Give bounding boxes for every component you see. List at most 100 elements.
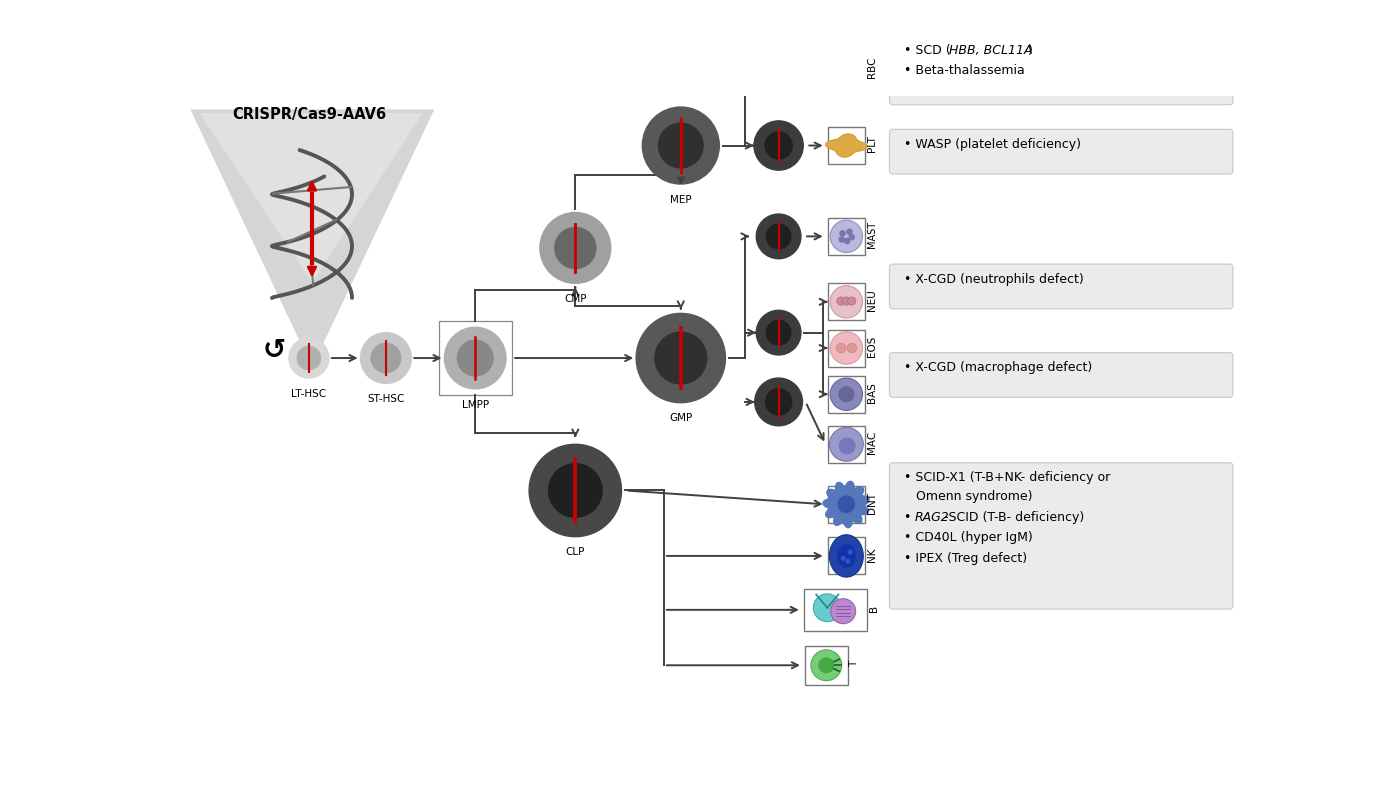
- Text: Omenn syndrome): Omenn syndrome): [904, 491, 1032, 504]
- FancyBboxPatch shape: [828, 127, 865, 164]
- Text: GMP: GMP: [670, 414, 692, 423]
- Text: BAS: BAS: [868, 383, 877, 403]
- Circle shape: [756, 47, 801, 91]
- Circle shape: [839, 438, 855, 455]
- Text: MAST: MAST: [868, 221, 877, 249]
- Circle shape: [457, 340, 493, 376]
- Circle shape: [756, 214, 801, 259]
- Circle shape: [830, 286, 862, 318]
- FancyBboxPatch shape: [828, 330, 865, 367]
- Ellipse shape: [829, 535, 864, 577]
- Circle shape: [841, 557, 846, 560]
- Circle shape: [540, 213, 610, 283]
- Text: T: T: [848, 661, 858, 666]
- Circle shape: [829, 427, 864, 461]
- Circle shape: [839, 61, 854, 76]
- Text: CRISPR/Cas9-AAV6: CRISPR/Cas9-AAV6: [233, 107, 386, 123]
- Text: CMP: CMP: [565, 294, 587, 304]
- Text: ↺: ↺: [263, 336, 286, 364]
- Circle shape: [830, 52, 862, 85]
- Text: • WASP (platelet deficiency): • WASP (platelet deficiency): [904, 138, 1081, 151]
- Circle shape: [830, 221, 862, 253]
- Circle shape: [830, 332, 862, 364]
- Circle shape: [846, 560, 850, 563]
- Circle shape: [642, 107, 720, 184]
- FancyBboxPatch shape: [828, 50, 865, 87]
- Circle shape: [836, 343, 846, 353]
- Text: HBB, BCL11A: HBB, BCL11A: [949, 44, 1032, 57]
- Circle shape: [767, 56, 790, 81]
- Polygon shape: [826, 134, 866, 157]
- Circle shape: [444, 327, 507, 389]
- FancyBboxPatch shape: [828, 486, 865, 523]
- FancyBboxPatch shape: [828, 537, 865, 574]
- Text: RAG2: RAG2: [915, 511, 949, 525]
- Circle shape: [830, 599, 855, 624]
- Text: MEP: MEP: [670, 195, 692, 205]
- Circle shape: [754, 378, 803, 426]
- Circle shape: [655, 332, 707, 384]
- Circle shape: [840, 231, 846, 236]
- FancyBboxPatch shape: [890, 35, 1233, 105]
- Circle shape: [811, 650, 841, 681]
- Circle shape: [818, 658, 835, 673]
- Text: B: B: [869, 605, 879, 612]
- Circle shape: [847, 229, 853, 234]
- Circle shape: [767, 224, 790, 249]
- Polygon shape: [191, 109, 435, 367]
- Text: -SCID (T-B- deficiency): -SCID (T-B- deficiency): [944, 511, 1085, 525]
- FancyBboxPatch shape: [805, 646, 847, 685]
- FancyBboxPatch shape: [828, 218, 865, 255]
- Text: •: •: [904, 511, 915, 525]
- Circle shape: [765, 132, 792, 159]
- Text: • SCID-X1 (T-B+NK- deficiency or: • SCID-X1 (T-B+NK- deficiency or: [904, 472, 1110, 484]
- Text: EOS: EOS: [868, 336, 877, 357]
- Circle shape: [839, 386, 854, 403]
- Text: • X-CGD (neutrophils defect): • X-CGD (neutrophils defect): [904, 273, 1084, 286]
- Circle shape: [548, 464, 602, 517]
- Text: • CD40L (hyper IgM): • CD40L (hyper IgM): [904, 531, 1032, 545]
- Text: • SCD (: • SCD (: [904, 44, 951, 57]
- Circle shape: [844, 238, 850, 244]
- Text: LT-HSC: LT-HSC: [292, 389, 327, 399]
- Circle shape: [371, 343, 400, 373]
- Polygon shape: [199, 113, 424, 282]
- Circle shape: [756, 310, 801, 355]
- FancyBboxPatch shape: [804, 589, 868, 631]
- Circle shape: [847, 297, 855, 306]
- Text: • IPEX (Treg defect): • IPEX (Treg defect): [904, 552, 1027, 565]
- FancyBboxPatch shape: [828, 283, 865, 320]
- Ellipse shape: [837, 544, 855, 568]
- Circle shape: [837, 297, 846, 306]
- Text: CLP: CLP: [566, 548, 585, 557]
- Circle shape: [850, 234, 854, 240]
- Text: ST-HSC: ST-HSC: [367, 395, 404, 404]
- FancyBboxPatch shape: [890, 264, 1233, 309]
- Text: LMPP: LMPP: [462, 399, 489, 410]
- Text: • Beta-thalassemia: • Beta-thalassemia: [904, 64, 1026, 77]
- Circle shape: [529, 444, 621, 537]
- Circle shape: [637, 314, 725, 403]
- Text: NK: NK: [868, 547, 877, 561]
- FancyBboxPatch shape: [890, 463, 1233, 609]
- Circle shape: [839, 496, 854, 512]
- Text: • X-CGD (macrophage defect): • X-CGD (macrophage defect): [904, 361, 1092, 374]
- Circle shape: [841, 297, 851, 306]
- Circle shape: [765, 389, 792, 415]
- Circle shape: [360, 333, 411, 383]
- Text: NEU: NEU: [868, 290, 877, 311]
- Circle shape: [298, 346, 321, 370]
- FancyBboxPatch shape: [890, 129, 1233, 174]
- Circle shape: [767, 320, 790, 345]
- Text: ): ): [1028, 44, 1032, 57]
- Circle shape: [814, 594, 841, 622]
- Text: PLT: PLT: [868, 136, 877, 152]
- Circle shape: [754, 121, 803, 170]
- Circle shape: [555, 228, 597, 269]
- FancyBboxPatch shape: [828, 426, 865, 463]
- Circle shape: [848, 550, 853, 554]
- Text: DNT: DNT: [868, 492, 877, 514]
- Polygon shape: [823, 481, 869, 528]
- Circle shape: [847, 343, 857, 353]
- Circle shape: [839, 237, 844, 242]
